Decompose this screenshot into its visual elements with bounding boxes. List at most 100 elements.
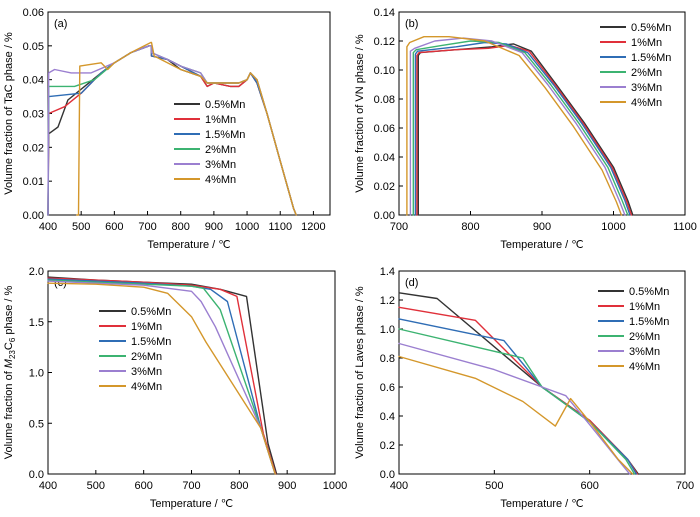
x-tick-label: 500 bbox=[72, 221, 90, 233]
legend-label-4pctmn: 4%Mn bbox=[131, 381, 162, 393]
x-tick-label: 400 bbox=[39, 221, 57, 233]
y-tick-label: 0.06 bbox=[374, 123, 395, 135]
panel-label: (d) bbox=[405, 277, 418, 289]
y-tick-label: 0.01 bbox=[23, 176, 44, 188]
panel-c: 400 500 600 700 800 900 1000 0.0 0.5 1.0 1.5 2.0 Tem… bbox=[3, 266, 347, 510]
x-tick-label: 900 bbox=[533, 221, 551, 233]
y-tick-label: 0.06 bbox=[23, 7, 44, 19]
legend-label-2pctmn: 2%Mn bbox=[629, 331, 660, 343]
y-tick-label: 0.03 bbox=[23, 109, 44, 121]
y-tick-label: 2.0 bbox=[29, 266, 44, 278]
series-line-4pctmn bbox=[406, 36, 623, 216]
series-line-4pctmn bbox=[398, 355, 634, 475]
panel-d: 400 500 600 700 0.0 0.2 0.4 0.6 0.8 1.0 1.2 1.4 Temp… bbox=[354, 266, 694, 510]
y-tick-label: 1.2 bbox=[380, 295, 395, 307]
series-line-1pctmn bbox=[398, 306, 638, 475]
legend-label-2pctmn: 2%Mn bbox=[205, 144, 236, 156]
plot-frame bbox=[398, 270, 686, 475]
x-tick-label: 700 bbox=[182, 480, 200, 492]
legend-label-3pctmn: 3%Mn bbox=[629, 346, 660, 358]
series-line-2pctmn bbox=[398, 328, 636, 475]
y-tick-label: 0.02 bbox=[23, 142, 44, 154]
y-tick-label: 0.04 bbox=[374, 152, 395, 164]
x-tick-label: 1000 bbox=[601, 221, 625, 233]
x-tick-label: 1000 bbox=[235, 221, 259, 233]
x-axis-label: Temperature / ℃ bbox=[150, 498, 233, 510]
y-axis-label: Volume fraction of TaC phase / % bbox=[3, 32, 15, 195]
series-line-1pctmn bbox=[416, 44, 633, 216]
y-tick-label: 1.5 bbox=[29, 317, 44, 329]
series-line-0p5pctmn bbox=[47, 45, 297, 216]
y-tick-label: 1.0 bbox=[380, 324, 395, 336]
x-tick-label: 1200 bbox=[301, 221, 325, 233]
x-axis-label: Temperature / ℃ bbox=[500, 498, 583, 510]
panel-b: 700 800 900 1000 1100 0.00 0.02 0.04 0.06 0.08 0.1… bbox=[354, 7, 697, 251]
y-tick-label: 1.0 bbox=[29, 368, 44, 380]
legend-label-2pctmn: 2%Mn bbox=[131, 351, 162, 363]
legend-label-3pctmn: 3%Mn bbox=[131, 366, 162, 378]
legend-label-1p5pctmn: 1.5%Mn bbox=[205, 129, 245, 141]
legend: 0.5%Mn 1%Mn 1.5%Mn 2%Mn 3%Mn 4%Mn bbox=[99, 306, 171, 393]
legend-label-1pctmn: 1%Mn bbox=[131, 321, 162, 333]
series-line-1p5pctmn bbox=[398, 318, 638, 475]
legend-label-0p5pctmn: 0.5%Mn bbox=[205, 99, 245, 111]
series-line-1p5pctmn bbox=[414, 41, 631, 216]
y-axis-label: Volume fraction of M23C6 phase / % bbox=[3, 286, 17, 460]
x-tick-label: 700 bbox=[676, 480, 694, 492]
legend: 0.5%Mn 1%Mn 1.5%Mn 2%Mn 3%Mn 4%Mn bbox=[174, 99, 245, 186]
y-tick-label: 0.04 bbox=[23, 75, 44, 87]
y-tick-label: 0.10 bbox=[374, 65, 395, 77]
series-line-2pctmn bbox=[47, 279, 276, 475]
legend-label-1pctmn: 1%Mn bbox=[629, 301, 660, 313]
x-tick-label: 800 bbox=[172, 221, 190, 233]
legend-label-0p5pctmn: 0.5%Mn bbox=[631, 22, 671, 34]
series-line-3pctmn bbox=[47, 280, 276, 475]
y-axis-label: Volume fraction of VN phase / % bbox=[354, 34, 366, 193]
y-axis-label: Volume fraction of Laves phase / % bbox=[354, 286, 366, 459]
panel-label: (b) bbox=[405, 18, 418, 30]
y-tick-label: 1.4 bbox=[380, 266, 395, 278]
x-tick-label: 1100 bbox=[673, 221, 697, 233]
y-tick-label: 0.0 bbox=[29, 469, 44, 481]
y-tick-label: 0.6 bbox=[380, 382, 395, 394]
legend-label-1pctmn: 1%Mn bbox=[205, 114, 236, 126]
x-tick-label: 400 bbox=[39, 480, 57, 492]
x-tick-label: 900 bbox=[205, 221, 223, 233]
series-line-3pctmn bbox=[47, 45, 297, 216]
x-tick-label: 500 bbox=[485, 480, 503, 492]
y-tick-label: 0.5 bbox=[29, 418, 44, 430]
series-line-3pctmn bbox=[409, 37, 626, 216]
legend-label-3pctmn: 3%Mn bbox=[631, 82, 662, 94]
legend-label-0p5pctmn: 0.5%Mn bbox=[131, 306, 171, 318]
x-tick-label: 600 bbox=[134, 480, 152, 492]
series-line-1pctmn bbox=[47, 277, 277, 475]
x-tick-label: 400 bbox=[390, 480, 408, 492]
legend: 0.5%Mn 1%Mn 1.5%Mn 2%Mn 3%Mn 4%Mn bbox=[598, 286, 669, 373]
legend-label-1p5pctmn: 1.5%Mn bbox=[631, 52, 671, 64]
legend-label-0p5pctmn: 0.5%Mn bbox=[629, 286, 669, 298]
plot-frame bbox=[47, 270, 336, 475]
x-tick-label: 700 bbox=[390, 221, 408, 233]
y-tick-label: 0.12 bbox=[374, 36, 395, 48]
y-tick-label: 0.08 bbox=[374, 94, 395, 106]
panel-a: 400 500 600 700 800 900 1000 1100 1200 0.00 0.01 0.… bbox=[3, 7, 331, 251]
y-tick-label: 0.05 bbox=[23, 41, 44, 53]
series-line-0p5pctmn bbox=[398, 292, 639, 475]
x-tick-label: 800 bbox=[461, 221, 479, 233]
series-line-1pctmn bbox=[47, 45, 297, 216]
y-tick-label: 0.00 bbox=[23, 210, 44, 222]
x-tick-label: 1100 bbox=[268, 221, 292, 233]
legend: 0.5%Mn 1%Mn 1.5%Mn 2%Mn 3%Mn 4%Mn bbox=[600, 22, 671, 109]
legend-label-4pctmn: 4%Mn bbox=[205, 174, 236, 186]
x-tick-label: 800 bbox=[230, 480, 248, 492]
series-line-2pctmn bbox=[412, 40, 629, 216]
legend-label-1p5pctmn: 1.5%Mn bbox=[629, 316, 669, 328]
y-tick-label: 0.02 bbox=[374, 181, 395, 193]
x-axis-label: Temperature / ℃ bbox=[147, 239, 230, 251]
legend-label-4pctmn: 4%Mn bbox=[631, 97, 662, 109]
y-tick-label: 0.00 bbox=[374, 210, 395, 222]
series-line-0p5pctmn bbox=[417, 43, 634, 216]
plot-frame bbox=[47, 11, 331, 216]
series-line-1p5pctmn bbox=[47, 45, 297, 216]
